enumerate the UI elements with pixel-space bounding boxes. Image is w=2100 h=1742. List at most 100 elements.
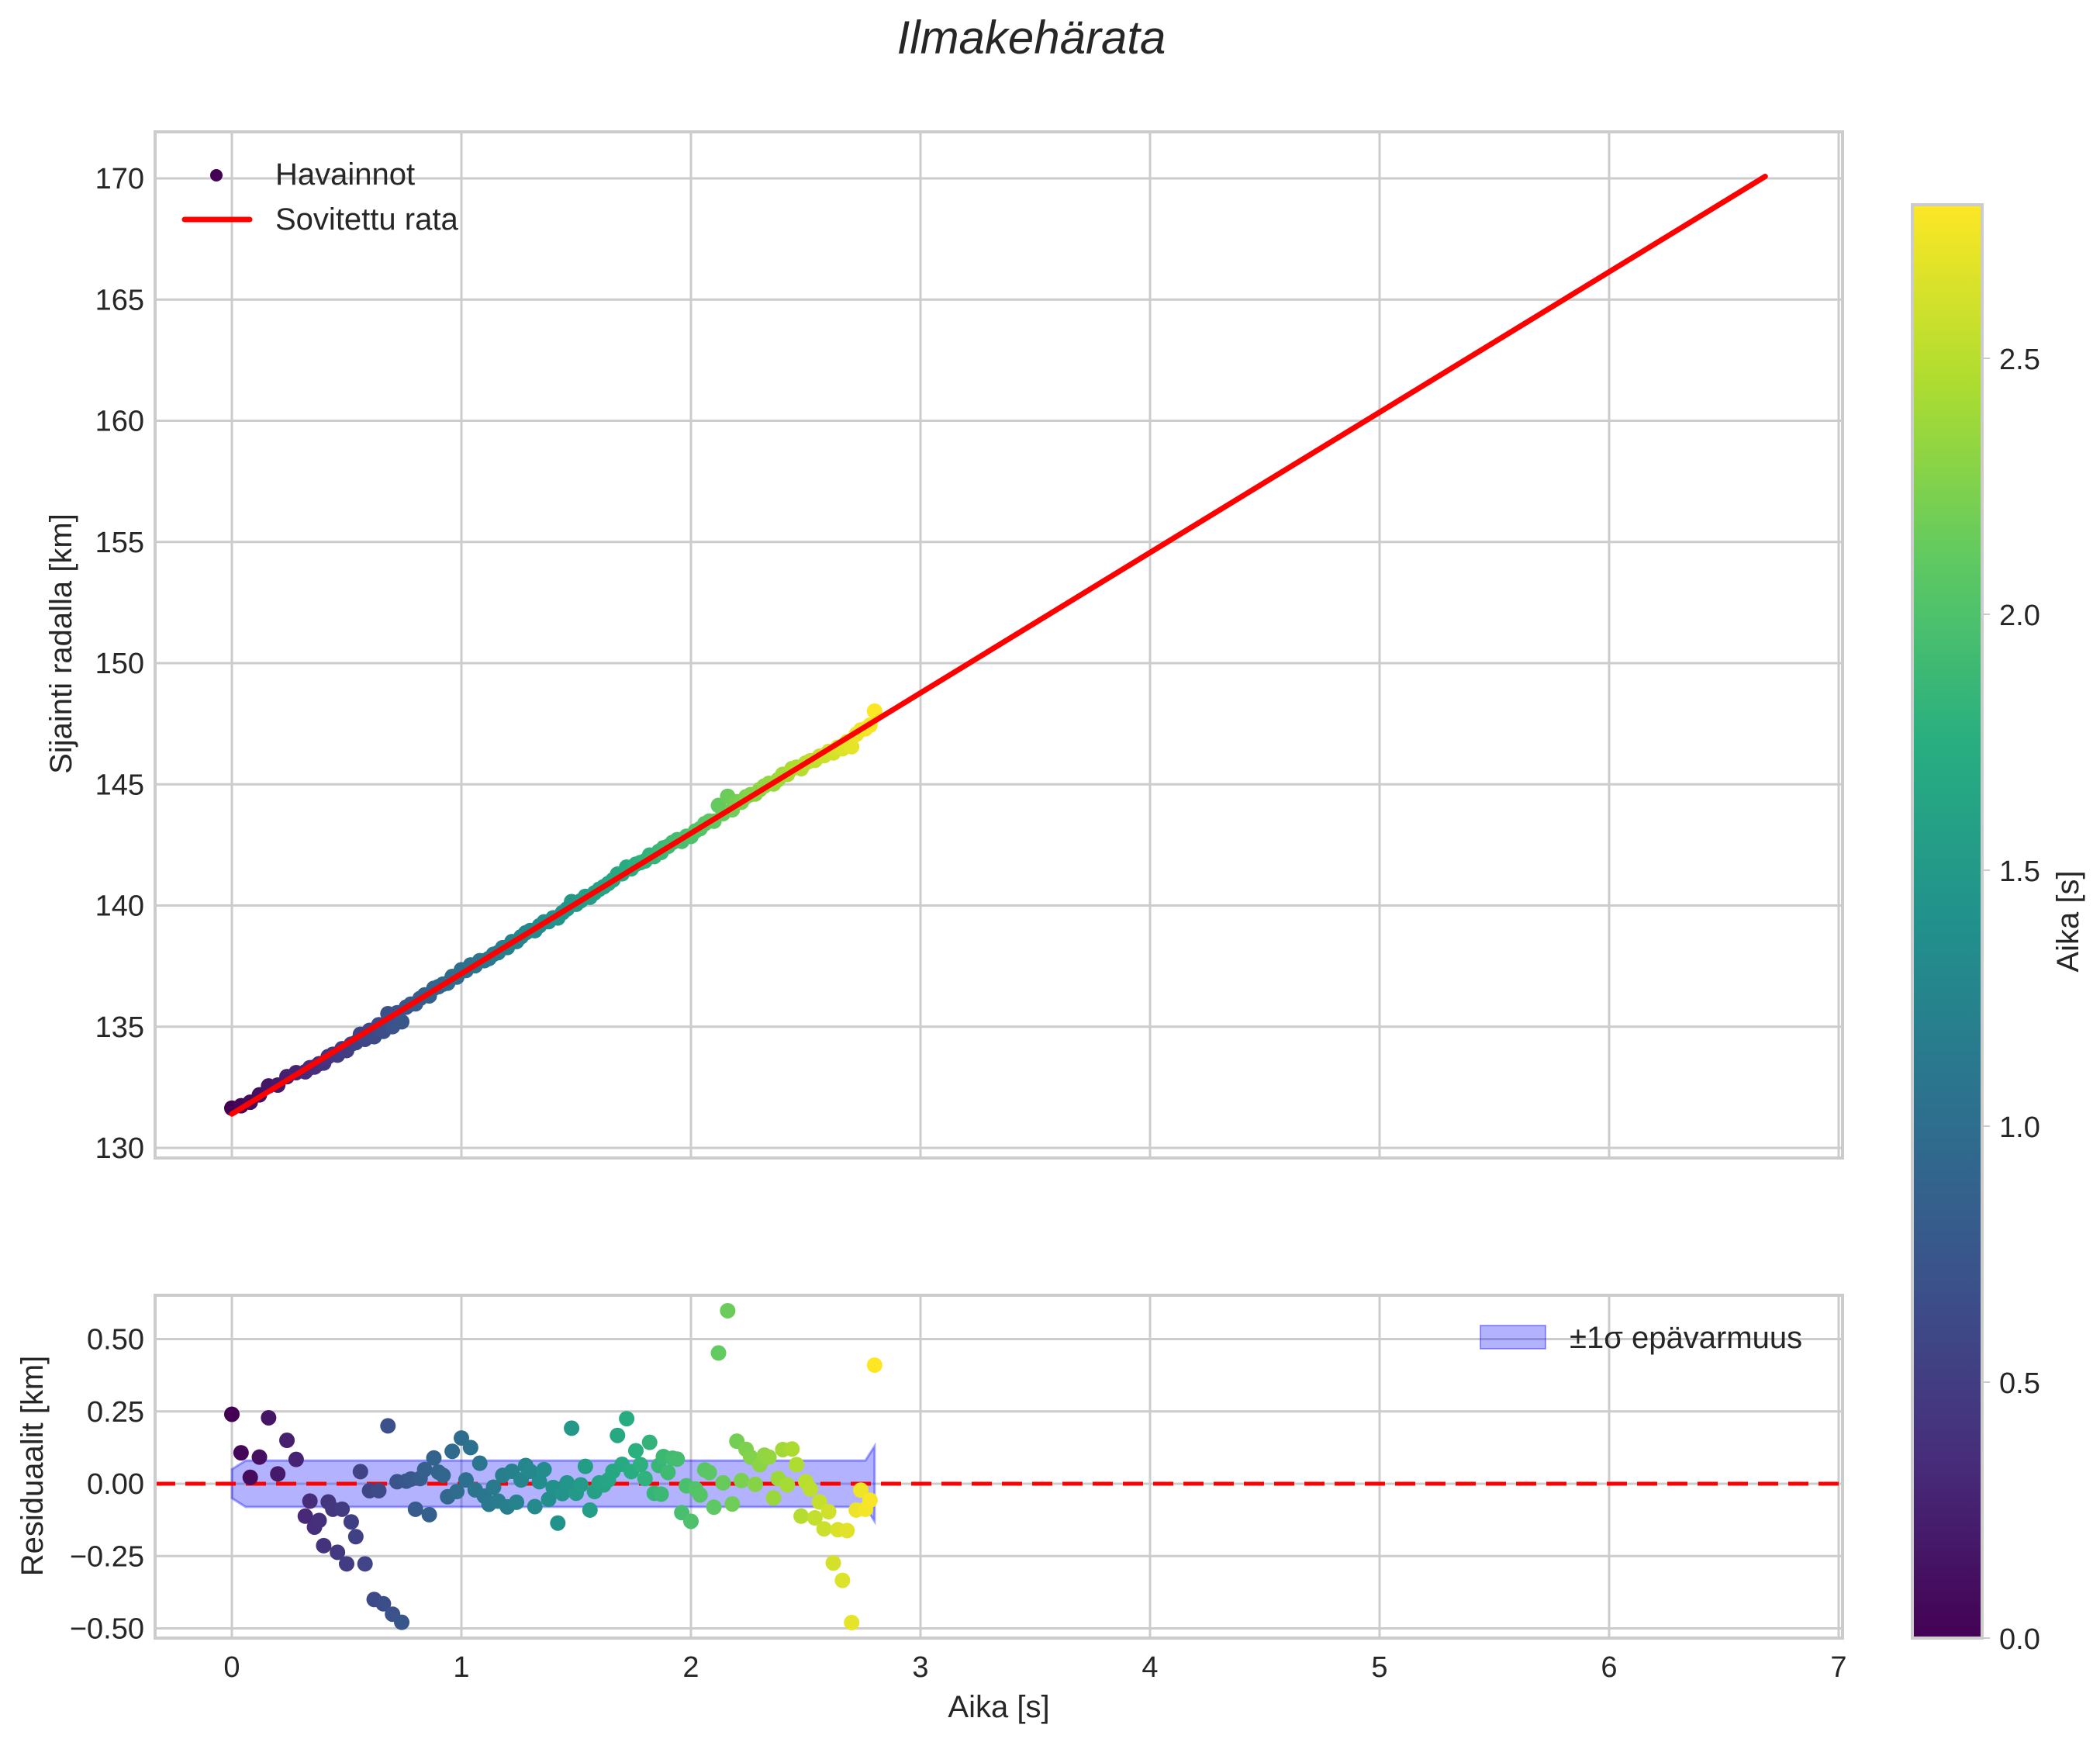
x-tick-label: 0 xyxy=(223,1651,240,1684)
colorbar-label: Aika [s] xyxy=(2051,870,2085,972)
residual-point xyxy=(572,1477,589,1493)
residual-point xyxy=(531,1474,547,1490)
x-tick-label: 6 xyxy=(1601,1651,1617,1684)
legend-marker-observations xyxy=(210,169,223,181)
y-tick-label: 165 xyxy=(95,284,144,316)
residual-point xyxy=(866,1357,882,1374)
y-tick-label: 135 xyxy=(95,1011,144,1044)
residual-point xyxy=(449,1484,465,1500)
observation-point xyxy=(394,1014,410,1030)
residual-point xyxy=(357,1556,373,1572)
residual-point xyxy=(577,1458,593,1474)
residual-point xyxy=(641,1434,658,1450)
y-tick-label: 0.50 xyxy=(87,1324,144,1357)
residual-point xyxy=(536,1461,552,1478)
residual-panel: −0.50−0.250.000.250.50 Residuaalit [km] … xyxy=(16,1294,1847,1724)
residual-point xyxy=(339,1556,354,1572)
legend-label-uncertainty: ±1σ epävarmuus xyxy=(1570,1321,1802,1355)
x-tick-label: 3 xyxy=(912,1651,928,1684)
residual-point xyxy=(224,1406,240,1422)
residual-point xyxy=(802,1481,818,1497)
residual-point xyxy=(761,1449,777,1465)
residual-point xyxy=(233,1445,249,1461)
x-tick-label: 4 xyxy=(1142,1651,1158,1684)
residual-point xyxy=(806,1510,823,1526)
observation-point xyxy=(844,738,860,755)
fitted-trajectory-line xyxy=(229,174,1768,1117)
residual-point xyxy=(380,1418,396,1434)
residual-point xyxy=(765,1490,782,1506)
residual-point xyxy=(444,1443,461,1460)
residual-point xyxy=(279,1433,295,1449)
residual-axes-frame xyxy=(154,1294,1844,1640)
residual-point xyxy=(839,1523,855,1539)
residual-point xyxy=(375,1595,392,1612)
residual-point xyxy=(862,1492,878,1509)
colorbar-tick-label: 2.0 xyxy=(1999,600,2040,632)
y-tick-label: 0.00 xyxy=(87,1468,144,1501)
residual-point xyxy=(242,1469,258,1485)
residual-point xyxy=(811,1494,827,1510)
x-tick-label: 2 xyxy=(682,1651,699,1684)
residual-point xyxy=(779,1477,796,1493)
residual-point xyxy=(816,1521,832,1537)
residual-point xyxy=(627,1443,644,1459)
residual-point xyxy=(844,1615,860,1631)
legend-label-fit: Sovitettu rata xyxy=(275,202,458,237)
residual-point xyxy=(471,1455,488,1471)
residual-point xyxy=(747,1476,763,1492)
x-tick-label: 7 xyxy=(1830,1651,1846,1684)
residual-point xyxy=(793,1508,810,1524)
x-tick-label: 1 xyxy=(453,1651,469,1684)
residual-point xyxy=(297,1508,313,1524)
residual-point xyxy=(251,1449,268,1465)
residual-point xyxy=(559,1474,575,1491)
legend-label-observations: Havainnot xyxy=(275,157,415,192)
residual-y-ticklabels: −0.50 −0.25 0.00 0.25 0.50 xyxy=(70,1324,144,1646)
residual-point xyxy=(541,1491,557,1508)
y-tick-label: 160 xyxy=(95,406,144,438)
main-panel: 130 135 140 145 150 155 160 165 170 Sijainti rad… xyxy=(44,130,1844,1165)
colorbar: 0.0 0.5 1.0 1.5 2.0 2.5 Aika [s] xyxy=(1911,203,2085,1656)
residual-point xyxy=(610,1427,626,1443)
residual-point xyxy=(343,1514,359,1530)
main-y-ticklabels: 130 135 140 145 150 155 160 165 170 xyxy=(95,163,144,1165)
colorbar-ticklabels: 0.0 0.5 1.0 1.5 2.0 2.5 xyxy=(1982,344,2040,1656)
residual-point xyxy=(261,1409,277,1426)
residual-point xyxy=(715,1474,731,1491)
y-tick-label: 145 xyxy=(95,769,144,801)
residual-point xyxy=(660,1464,676,1481)
residual-point xyxy=(454,1430,469,1446)
residual-point xyxy=(347,1529,364,1545)
residual-point xyxy=(330,1544,346,1561)
residual-point xyxy=(371,1482,387,1498)
residual-point xyxy=(509,1494,525,1510)
residual-point xyxy=(734,1472,750,1488)
x-ticklabels: 0 1 2 3 4 5 6 7 xyxy=(223,1651,1846,1684)
residual-point xyxy=(334,1501,351,1517)
main-legend: Havainnot Sovitettu rata xyxy=(181,157,458,237)
residual-gridlines xyxy=(155,1295,1843,1638)
residual-point xyxy=(421,1506,437,1523)
residual-point xyxy=(582,1502,598,1518)
residual-point xyxy=(820,1504,837,1520)
residual-point xyxy=(462,1440,478,1456)
residual-point xyxy=(683,1513,699,1529)
main-axes-frame xyxy=(154,130,1844,1160)
observation-point xyxy=(866,703,882,719)
y-tick-label: −0.50 xyxy=(70,1613,144,1646)
residual-point xyxy=(435,1467,451,1484)
residual-point xyxy=(789,1457,805,1473)
residual-point xyxy=(669,1451,686,1467)
residual-point xyxy=(316,1537,332,1554)
residual-point xyxy=(485,1479,502,1495)
residual-point xyxy=(550,1515,566,1531)
y-tick-label: 140 xyxy=(95,890,144,923)
residual-point xyxy=(407,1501,423,1517)
colorbar-tick-label: 0.0 xyxy=(1999,1623,2040,1656)
residual-point xyxy=(458,1472,474,1488)
colorbar-tick-label: 1.0 xyxy=(1999,1111,2040,1144)
y-tick-label: 170 xyxy=(95,163,144,195)
y-tick-label: 0.25 xyxy=(87,1396,144,1429)
